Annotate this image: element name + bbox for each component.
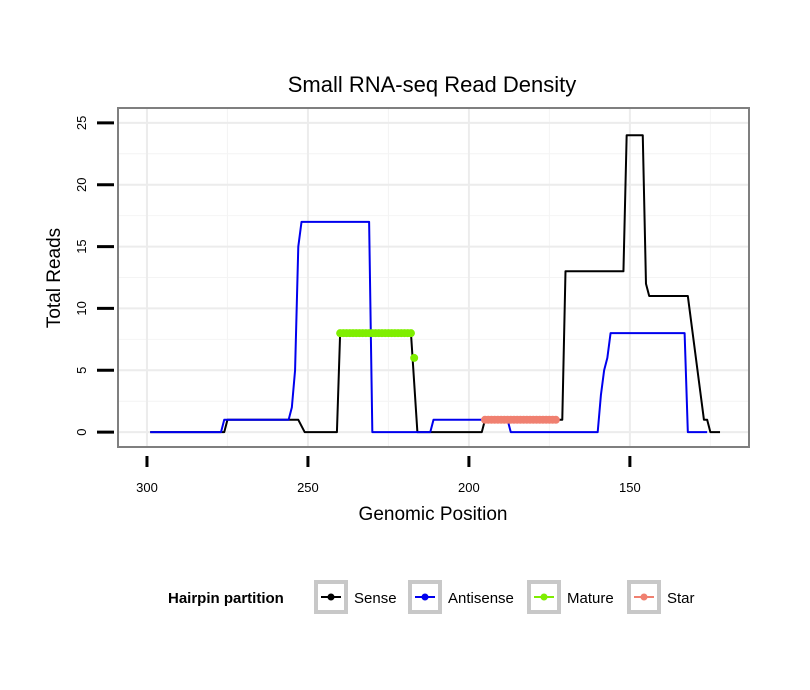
y-tick-label: 25 xyxy=(74,116,89,130)
y-tick-label: 15 xyxy=(74,239,89,253)
y-tick-label: 0 xyxy=(74,429,89,436)
legend-key-point xyxy=(421,593,429,601)
x-tick-label: 200 xyxy=(458,480,480,495)
x-axis: 300 250 200 150 xyxy=(136,456,641,495)
legend-key-point xyxy=(640,593,648,601)
x-tick-label: 150 xyxy=(619,480,641,495)
legend-item-mature: Mature xyxy=(527,580,614,614)
legend-key-point xyxy=(327,593,335,601)
y-tick-label: 10 xyxy=(74,301,89,315)
data-point-mature xyxy=(410,353,419,362)
legend-label-antisense: Antisense xyxy=(448,590,514,607)
legend-label-mature: Mature xyxy=(567,590,614,607)
data-point-mature xyxy=(406,329,415,338)
y-tick-label: 20 xyxy=(74,177,89,191)
x-tick-label: 250 xyxy=(297,480,319,495)
legend-item-sense: Sense xyxy=(314,580,397,614)
series-line-sense xyxy=(150,134,721,434)
plot-panel-border xyxy=(117,107,750,448)
y-tick-label: 5 xyxy=(74,367,89,374)
x-tick-label: 300 xyxy=(136,480,158,495)
data-point-star xyxy=(551,415,560,424)
legend-item-star: Star xyxy=(627,580,695,614)
legend-label-star: Star xyxy=(667,590,695,607)
legend-key-point xyxy=(540,593,548,601)
x-axis-title: Genomic Position xyxy=(359,504,508,525)
chart-title: Small RNA-seq Read Density xyxy=(288,72,577,97)
y-axis: 0 5 10 15 20 25 xyxy=(74,116,114,436)
series-layer xyxy=(150,134,721,434)
legend: Sense Antisense Mature Star xyxy=(314,580,695,614)
legend-label-sense: Sense xyxy=(354,590,397,607)
series-line-antisense xyxy=(150,220,708,434)
y-axis-title: Total Reads xyxy=(44,228,65,328)
grid xyxy=(118,108,749,447)
legend-item-antisense: Antisense xyxy=(408,580,514,614)
legend-title: Hairpin partition xyxy=(168,590,284,607)
